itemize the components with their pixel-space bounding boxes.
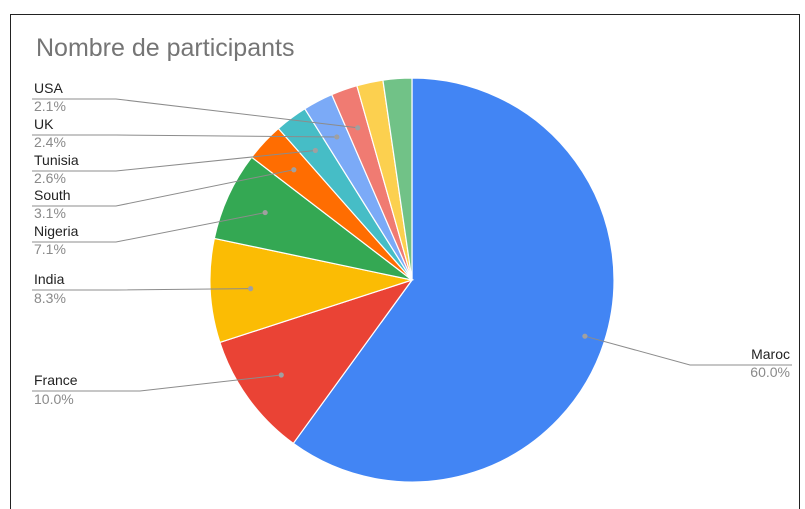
slice-label-usa: USA xyxy=(34,80,63,96)
slice-percent-maroc: 60.0% xyxy=(750,364,790,380)
slice-label-uk: UK xyxy=(34,116,54,132)
slice-label-tunisia: Tunisia xyxy=(34,152,79,168)
leader-line-south xyxy=(32,169,294,207)
leader-dot-maroc xyxy=(582,333,588,339)
leader-dot-tunisia xyxy=(312,147,318,154)
leader-line-maroc xyxy=(584,335,792,366)
slice-label-south: South xyxy=(34,187,71,203)
leader-dot-nigeria xyxy=(262,209,268,216)
leader-dot-usa xyxy=(355,125,361,131)
slice-percent-uk: 2.4% xyxy=(34,134,66,150)
slice-percent-tunisia: 2.6% xyxy=(34,170,66,186)
slice-percent-india: 8.3% xyxy=(34,290,66,306)
slice-label-india: India xyxy=(34,271,65,287)
leader-dot-south xyxy=(291,167,297,173)
pie-chart: Maroc 60.0% France 10.0% India 8.3% Nigeria 7.1… xyxy=(32,77,792,483)
pie-slice-france xyxy=(219,278,414,445)
slice-label-maroc: Maroc xyxy=(751,346,790,362)
leader-line-nigeria xyxy=(32,212,266,243)
leader-line-uk xyxy=(32,134,337,138)
slice-percent-usa: 2.1% xyxy=(34,98,66,114)
leader-line-tunisia xyxy=(32,149,316,172)
leader-line-usa xyxy=(32,98,358,129)
chart-title: Nombre de participants xyxy=(36,34,295,62)
pie-slice-unlabeled-9 xyxy=(382,77,413,281)
slice-percent-south: 3.1% xyxy=(34,205,66,221)
slice-percent-france: 10.0% xyxy=(34,391,74,407)
leader-dot-uk xyxy=(334,134,340,140)
leader-dot-france xyxy=(278,372,284,378)
slice-label-france: France xyxy=(34,372,78,388)
slice-label-nigeria: Nigeria xyxy=(34,223,79,239)
pie-slice-maroc xyxy=(292,77,615,483)
leader-dot-india xyxy=(248,286,254,292)
leader-line-france xyxy=(32,374,282,392)
leader-line-india xyxy=(32,288,251,291)
pie-slice-india xyxy=(209,237,415,344)
slice-percent-nigeria: 7.1% xyxy=(34,241,66,257)
